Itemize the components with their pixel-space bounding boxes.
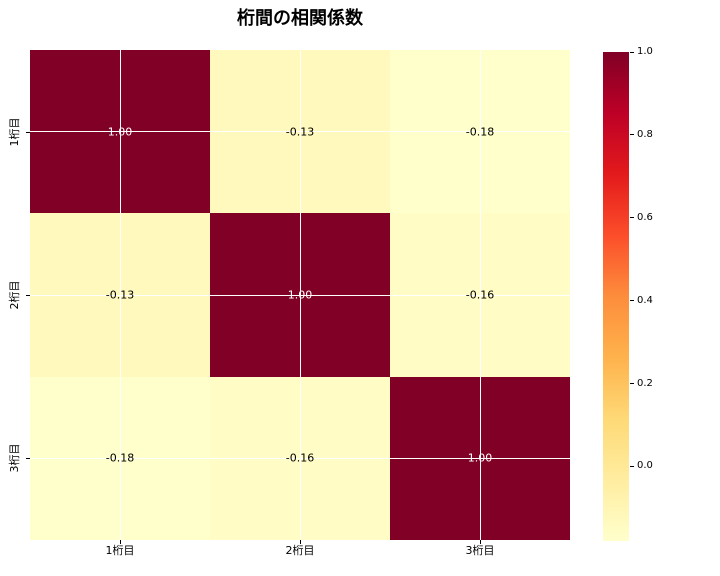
cell-value: -0.13	[285, 125, 315, 139]
gridline-horizontal	[30, 457, 570, 459]
chart-title: 桁間の相関係数	[237, 8, 363, 29]
colorbar-tick-label: 0.6	[637, 211, 653, 223]
x-tick-mark	[120, 540, 121, 544]
y-tick-label: 1桁目	[7, 117, 21, 147]
x-tick-label: 3桁目	[465, 544, 495, 557]
colorbar-tick-mark	[630, 134, 634, 136]
colorbar-tick-mark	[630, 300, 634, 302]
colorbar-tick-mark	[630, 383, 634, 385]
heatmap-plot: 1.00 -0.13 -0.18 -0.13 1.00 -0.16 -0.18 -0.16 1.…	[30, 50, 570, 540]
colorbar-tick-label: 1.0	[637, 46, 653, 57]
colorbar	[603, 52, 629, 541]
colorbar-tick-mark	[630, 465, 634, 467]
cell-value: 1.00	[107, 125, 133, 139]
cell-value: -0.18	[465, 125, 495, 139]
colorbar-tick-mark	[630, 51, 634, 53]
cell-value: -0.18	[105, 451, 135, 465]
cell-value: -0.13	[105, 288, 135, 302]
y-tick-mark	[26, 295, 30, 296]
gridline-vertical	[479, 50, 481, 540]
colorbar-tick-label: 0.8	[637, 128, 653, 140]
x-tick-label: 2桁目	[285, 544, 315, 557]
cell-value: 1.00	[467, 451, 493, 465]
colorbar-tick-label: 0.4	[637, 294, 653, 306]
cell-value: -0.16	[465, 288, 495, 302]
colorbar-tick-mark	[630, 217, 634, 219]
x-tick-label: 1桁目	[105, 544, 135, 557]
y-tick-mark	[26, 458, 30, 460]
x-tick-mark	[300, 540, 301, 544]
colorbar-tick-label: 0.2	[637, 377, 653, 389]
cell-value: 1.00	[287, 288, 313, 302]
cell-value: -0.16	[285, 451, 315, 465]
gridline-horizontal	[30, 294, 570, 296]
y-tick-label: 3桁目	[7, 443, 21, 473]
y-tick-mark	[26, 131, 30, 133]
colorbar-tick-label: 0.0	[637, 460, 653, 472]
y-tick-label: 2桁目	[7, 280, 21, 310]
x-tick-mark	[480, 540, 481, 544]
